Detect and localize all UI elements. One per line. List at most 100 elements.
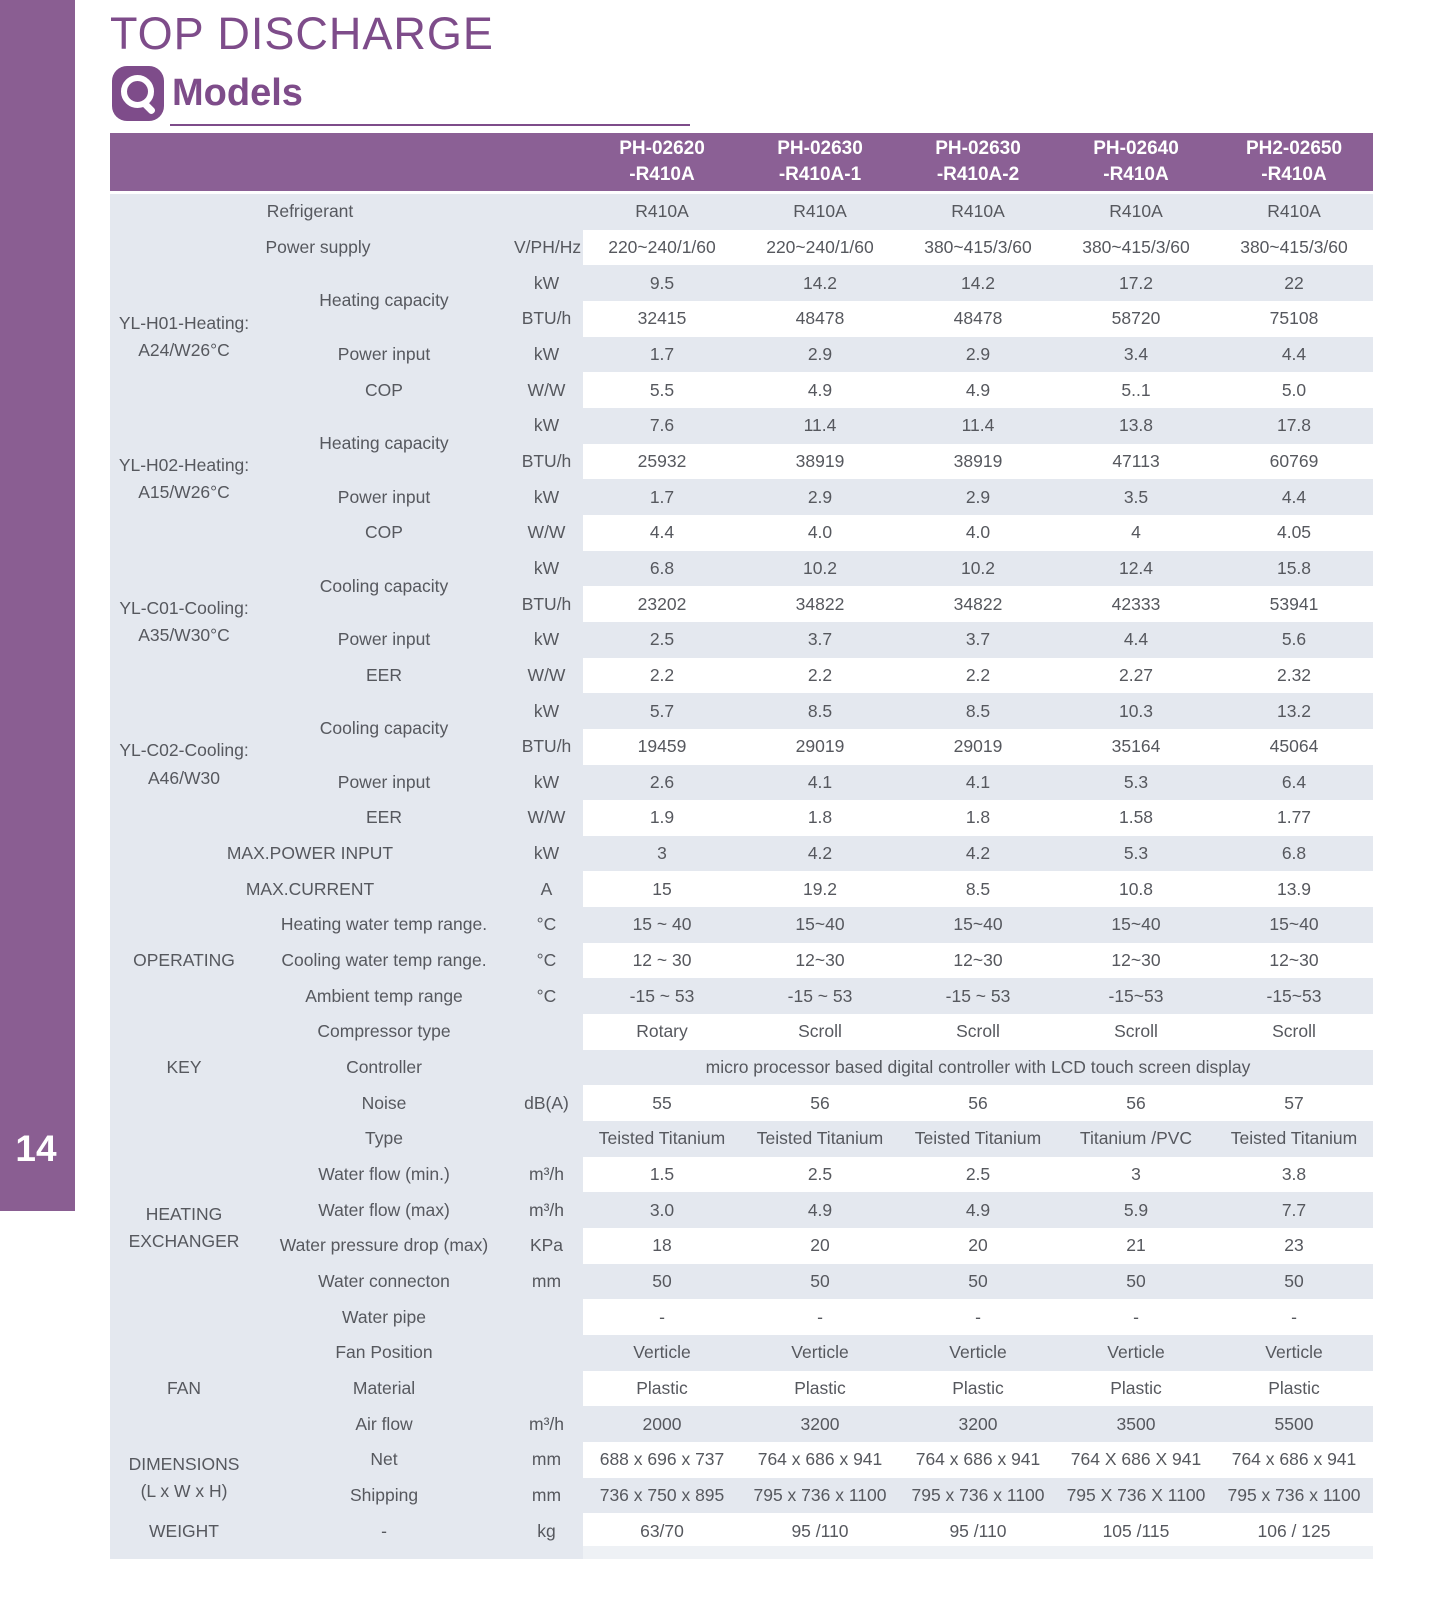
row-label: Heating capacity xyxy=(258,265,510,337)
row-unit: A xyxy=(510,871,583,908)
spec-value: 15~40 xyxy=(1057,907,1215,943)
row-unit: °C xyxy=(510,907,583,943)
row-label: - xyxy=(258,1513,510,1549)
row-unit: dB(A) xyxy=(510,1085,583,1122)
spec-value: 795 x 736 x 1100 xyxy=(1215,1477,1373,1514)
table-row: Ambient temp range °C -15 ~ 53 -15 ~ 53 -15 … xyxy=(110,978,1373,1015)
table-row: YL-H01-Heating: A24/W26°C Heating capacity… xyxy=(110,265,1373,408)
row-label: Compressor type xyxy=(258,1014,510,1050)
spec-value: 106 / 125 xyxy=(1215,1513,1373,1549)
model-column-header: PH-02630 -R410A-1 xyxy=(741,133,899,194)
spec-value: 2.9 xyxy=(899,336,1057,373)
spec-value: R410A xyxy=(583,192,741,230)
table-row: COP W/W 5.5 4.9 4.9 5..1 5.0 xyxy=(110,372,1373,408)
spec-value: 3.7 xyxy=(899,621,1057,658)
row-unit: mm xyxy=(510,1477,583,1514)
spec-value: 5.3 xyxy=(1057,764,1215,801)
spec-value: 12~30 xyxy=(741,942,899,979)
spec-value: 2.9 xyxy=(899,479,1057,515)
spec-value: 7.7 xyxy=(1215,1192,1373,1229)
spec-value: 63/70 xyxy=(583,1513,741,1549)
spec-value: 736 x 750 x 895 xyxy=(583,1477,741,1514)
magnifier-handle xyxy=(140,99,157,116)
spec-value: 764 x 686 x 941 xyxy=(741,1441,899,1478)
spec-value: 5.0 xyxy=(1215,372,1373,408)
row-label: MAX.POWER INPUT xyxy=(110,835,510,872)
table-row: Water flow (min.) m³/h 1.5 2.5 2.5 3 3.8 xyxy=(110,1156,1373,1193)
spec-value: 50 xyxy=(899,1263,1057,1300)
spec-value: 5.7 xyxy=(583,693,741,729)
spec-value: 4.9 xyxy=(899,372,1057,408)
spec-value: 2.9 xyxy=(741,336,899,373)
model-name-line1: PH-02640 xyxy=(1093,138,1179,160)
spec-value: R410A xyxy=(1057,192,1215,230)
spec-value: 23202 xyxy=(583,586,741,622)
spec-value: 4.4 xyxy=(1057,621,1215,658)
spec-value: 12~30 xyxy=(1057,942,1215,979)
spec-value: 105 /115 xyxy=(1057,1513,1215,1549)
spec-value: 5.3 xyxy=(1057,835,1215,872)
table-footer-strip-left xyxy=(110,1546,583,1559)
spec-value: Verticle xyxy=(583,1335,741,1371)
table-footer-strip-right xyxy=(583,1546,1373,1559)
spec-value: 9.5 xyxy=(583,265,741,301)
spec-value: 75108 xyxy=(1215,300,1373,337)
table-row: YL-C02-Cooling: A46/W30 Cooling capacity kW… xyxy=(110,693,1373,836)
model-column-header: PH-02630 -R410A-2 xyxy=(899,133,1057,194)
table-row: Power input kW 1.7 2.9 2.9 3.5 4.4 xyxy=(110,479,1373,515)
magnifier-icon xyxy=(112,66,164,121)
spec-value: 48478 xyxy=(899,300,1057,337)
spec-value: 19.2 xyxy=(741,871,899,908)
row-unit: W/W xyxy=(510,372,583,408)
spec-value: 35164 xyxy=(1057,728,1215,765)
spec-value: 795 x 736 x 1100 xyxy=(899,1477,1057,1514)
row-label: Ambient temp range xyxy=(258,978,510,1015)
row-group-label: WEIGHT xyxy=(110,1513,258,1549)
spec-value: 25932 xyxy=(583,443,741,480)
table-row: Air flow m³/h 2000 3200 3200 3500 5500 xyxy=(110,1406,1373,1442)
row-unit: °C xyxy=(510,942,583,979)
spec-value: 3200 xyxy=(741,1406,899,1442)
model-name-line2: -R410A-1 xyxy=(778,164,862,185)
spec-value: 1.5 xyxy=(583,1156,741,1193)
spec-value: 795 X 736 X 1100 xyxy=(1057,1477,1215,1514)
spec-value: 380~415/3/60 xyxy=(1215,229,1373,266)
row-label: Cooling capacity xyxy=(258,693,510,765)
spec-value: 50 xyxy=(1057,1263,1215,1300)
spec-value: 4 xyxy=(1057,514,1215,551)
table-row: BTU/h 25932 38919 38919 47113 60769 xyxy=(110,443,1373,480)
spec-value: 10.2 xyxy=(741,550,899,587)
spec-value: 23 xyxy=(1215,1228,1373,1264)
spec-table-head: PH-02620 -R410A PH-02630 -R410A-1 PH-02630 -R… xyxy=(110,133,1373,194)
row-label: Controller xyxy=(258,1049,510,1086)
row-unit: W/W xyxy=(510,657,583,694)
spec-value: Teisted Titanium xyxy=(583,1121,741,1157)
table-row: BTU/h 23202 34822 34822 42333 53941 xyxy=(110,586,1373,622)
spec-value: 3 xyxy=(583,835,741,872)
row-unit xyxy=(510,1014,583,1050)
model-name-line1: PH-02620 xyxy=(619,138,705,160)
spec-value: 220~240/1/60 xyxy=(741,229,899,266)
table-row: KEY Compressor type Rotary Scroll Scroll Scro… xyxy=(110,1014,1373,1122)
spec-value: 2.27 xyxy=(1057,657,1215,694)
spec-value: 1.7 xyxy=(583,336,741,373)
table-row: Power input kW 1.7 2.9 2.9 3.4 4.4 xyxy=(110,336,1373,373)
spec-value: 3200 xyxy=(899,1406,1057,1442)
spec-value: 2.5 xyxy=(741,1156,899,1193)
spec-value: R410A xyxy=(1215,192,1373,230)
table-row: MAX.CURRENT A 15 19.2 8.5 10.8 13.9 xyxy=(110,871,1373,908)
row-label: MAX.CURRENT xyxy=(110,871,510,908)
spec-value: 34822 xyxy=(741,586,899,622)
row-label: Air flow xyxy=(258,1406,510,1442)
spec-value: 8.5 xyxy=(899,871,1057,908)
spec-value: 3 xyxy=(1057,1156,1215,1193)
row-unit: m³/h xyxy=(510,1406,583,1442)
spec-value: 11.4 xyxy=(899,407,1057,444)
spec-value: - xyxy=(741,1299,899,1335)
spec-value: 22 xyxy=(1215,265,1373,301)
row-unit: m³/h xyxy=(510,1156,583,1193)
spec-value: 56 xyxy=(741,1085,899,1122)
spec-value: 15~40 xyxy=(741,907,899,943)
spec-value: 11.4 xyxy=(741,407,899,444)
spec-value: 8.5 xyxy=(741,693,899,729)
